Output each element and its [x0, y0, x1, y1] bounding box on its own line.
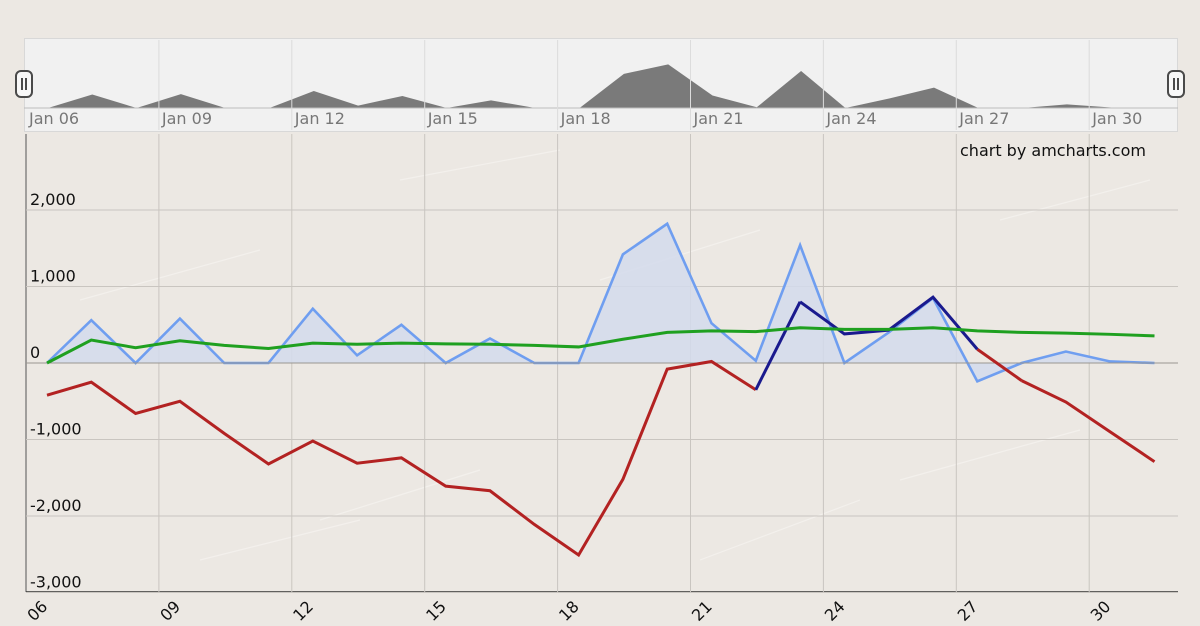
- bg-scratch-4: [199, 519, 361, 561]
- scrollbar-tick-label-6: Jan 24: [825, 109, 876, 128]
- series-green-line: [46, 326, 1155, 365]
- scrollbar-tick-label-0: Jan 06: [28, 109, 79, 128]
- y-tick-label-5: -3,000: [30, 573, 82, 592]
- bg-scratch-6: [999, 179, 1151, 221]
- scrollbar-svg: Jan 06 Jan 09 Jan 12 Jan 15 Jan 18 Jan 21 Jan …: [24, 40, 1178, 130]
- dark-connector-start: [754, 301, 802, 391]
- x-tick-label-7: 27: [954, 597, 982, 625]
- scrollbar-tick-label-5: Jan 21: [693, 109, 744, 128]
- scrollbar-tick-label-7: Jan 27: [958, 109, 1009, 128]
- x-tick-label-3: 15: [422, 597, 450, 625]
- scrollbar-tick-label-8: Jan 30: [1091, 109, 1142, 128]
- scrollbar-tick-label-4: Jan 18: [560, 109, 611, 128]
- series-red-line: [46, 359, 1156, 558]
- bg-scratch-0: [79, 249, 261, 301]
- scrollbar-area[interactable]: [48, 64, 1156, 108]
- x-tick-label-1: 09: [156, 597, 184, 625]
- chart-credit-link[interactable]: chart by amcharts.com: [960, 141, 1146, 160]
- scrollbar-left-grip[interactable]: [15, 70, 33, 98]
- y-tick-label-1: 1,000: [30, 267, 76, 286]
- x-tick-label-4: 18: [555, 597, 583, 625]
- x-tick-label-0: 06: [23, 597, 51, 625]
- scrollbar-right-grip[interactable]: [1167, 70, 1185, 98]
- y-tick-label-2: 0: [30, 343, 40, 362]
- x-tick-label-5: 21: [688, 597, 716, 625]
- x-tick-label-2: 12: [289, 597, 317, 625]
- scrollbar-tick-label-2: Jan 12: [294, 109, 345, 128]
- bg-scratch-7: [399, 149, 561, 181]
- scrollbar-tick-label-3: Jan 15: [427, 109, 478, 128]
- y-tick-label-4: -2,000: [30, 496, 82, 515]
- bg-scratch-1: [319, 469, 481, 521]
- chart-scrollbar[interactable]: [24, 38, 1178, 132]
- bg-scratch-3: [899, 429, 1081, 481]
- y-tick-label-3: -1,000: [30, 420, 82, 439]
- x-tick-label-8: 30: [1087, 597, 1115, 625]
- scrollbar-tick-label-1: Jan 09: [161, 109, 212, 128]
- y-tick-label-0: 2,000: [30, 190, 76, 209]
- bg-scratch-5: [699, 499, 861, 561]
- dark-connector-end: [976, 348, 1023, 382]
- x-tick-label-6: 24: [821, 597, 849, 625]
